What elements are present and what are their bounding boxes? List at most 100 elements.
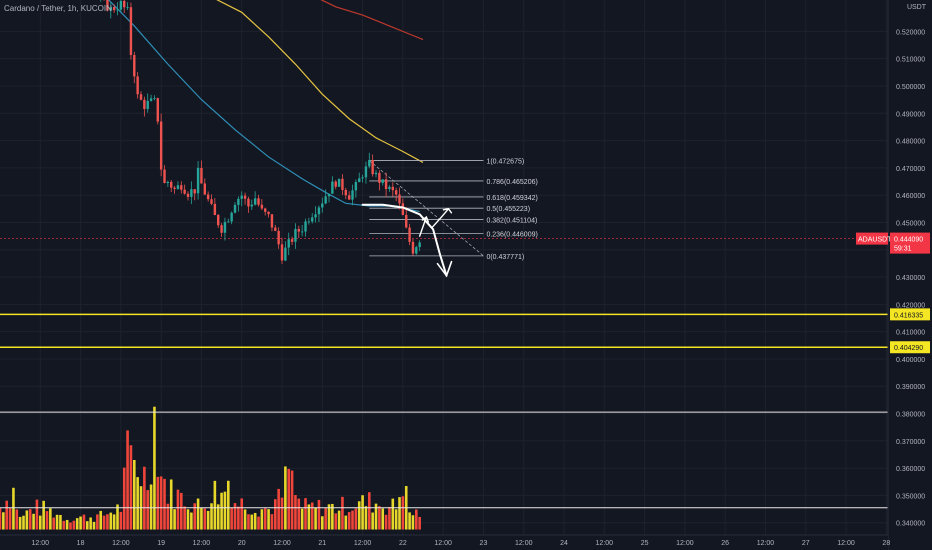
volume-bar [371,512,374,530]
volume-bar [273,499,277,530]
volume-bar [213,480,217,530]
candle-body [361,177,364,179]
volume-bar [99,510,103,530]
volume-bar [411,515,415,530]
volume-bar [146,490,150,530]
volume-bar [190,512,193,530]
candle-body [227,221,230,223]
candle-body [344,189,347,196]
time-tick-label: 20 [238,540,246,547]
time-tick-label: 12:00 [112,540,130,547]
volume-bar [122,467,126,530]
candle-body [180,185,183,190]
candle-body [139,94,143,100]
time-axis[interactable]: 12:00 18 12:00 19 12:00 20 12:00 21 12:00 22 12:00… [0,534,890,550]
candle-body [347,195,351,200]
volume-bar [109,512,113,530]
candle-body [314,214,317,218]
time-tick-label: 23 [480,540,488,547]
volume-bar [250,514,254,530]
candle-body [394,190,398,195]
price-tick-label: 0.400000 [896,357,925,364]
price-tick-label: 0.510000 [896,57,925,64]
fib-retracement[interactable]: 1(0.472675) 0.786(0.465206) 0.618(0.459342… [369,159,538,261]
time-tick-label: 12:00 [515,540,533,547]
volume-bar [166,503,170,530]
volume-bar [331,503,334,530]
volume-bar [156,476,160,530]
volume-bar [159,476,163,530]
volume-bar [257,516,260,530]
candle-body [307,221,311,223]
volume-bar [176,489,180,530]
candle-body [401,203,405,215]
volume-bar [2,512,5,530]
volume-bar [59,514,62,530]
candle-body [277,230,280,245]
price-tick-label: 0.500000 [896,84,925,91]
candle-body [287,239,290,248]
volume-bar [8,507,12,530]
volume-bar [388,506,391,530]
volume-bar [391,498,395,530]
candle-body [294,228,297,242]
volume-bar [374,503,378,530]
volume-bar [62,520,66,530]
volume-bar [18,516,22,530]
price-axis-background [888,0,932,550]
price-tick-label: 0.430000 [896,275,925,282]
volume-bar [384,514,388,530]
volume-bar [169,479,173,530]
candle-body [109,7,112,11]
candle-body [136,76,139,95]
candle-body [153,98,156,99]
candle-body [217,215,220,226]
candle-body [119,0,123,10]
volume-bar [260,509,264,530]
horizontal-lines[interactable] [0,238,888,509]
trend-drawings[interactable] [361,203,453,278]
volume-bar [112,514,116,530]
candle-body [321,203,324,208]
volume-bar [280,497,284,530]
volume-bar [126,430,129,530]
volume-bar [119,511,123,530]
volume-bar [401,496,405,530]
volume-bar [196,498,200,530]
volume-bar [186,509,190,530]
volume-bar [5,500,9,530]
fib-level-label: 0.786(0.465206) [486,179,537,186]
time-tick-label: 26 [721,540,729,547]
price-axis[interactable]: 0.520000 0.510000 0.500000 0.490000 0.480000… [856,0,932,550]
volume-bar [216,504,220,530]
volume-bars [0,406,421,530]
candle-body [116,9,119,11]
price-tick-label: 0.410000 [896,330,925,337]
volume-bar [45,511,49,530]
time-tick-label: 12:00 [676,540,694,547]
price-tick-label: 0.350000 [896,493,925,500]
candle-body [405,214,408,228]
candle-body [223,222,227,233]
volume-bar [106,514,109,530]
fib-level-label: 0.5(0.455223) [486,206,530,213]
time-tick-label: 19 [157,540,165,547]
candle-body [324,196,327,204]
price-tick-label: 0.490000 [896,111,925,118]
candle-body [196,167,200,194]
candle-body [284,247,287,261]
candle-body [378,172,381,183]
candle-body [257,198,260,205]
candle-body [331,181,334,194]
candle-body [156,98,159,122]
volume-bar [15,509,19,530]
volume-bar [344,515,348,530]
candle-body [237,198,240,205]
volume-bar [179,492,183,530]
volume-bar [89,517,92,530]
candle-body [297,228,300,232]
support-price-tag-label: 0.416335 [894,312,923,319]
candle-body [411,241,415,254]
